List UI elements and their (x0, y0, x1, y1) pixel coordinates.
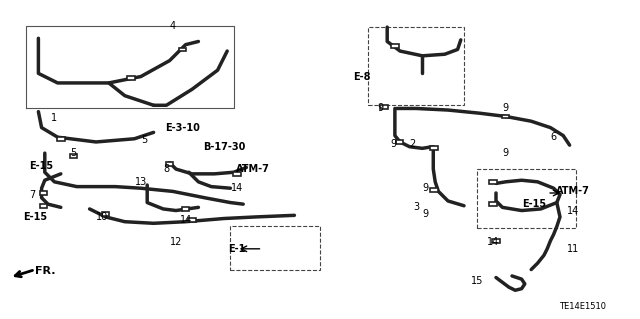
Text: ATM-7: ATM-7 (556, 186, 589, 197)
Bar (230, 226, 320, 270)
Bar (492, 239, 500, 243)
Text: 10: 10 (96, 212, 109, 222)
Bar (166, 162, 173, 166)
Text: TE14E1510: TE14E1510 (559, 302, 606, 311)
Text: E-15: E-15 (522, 199, 547, 209)
Bar (391, 44, 399, 48)
Text: 8: 8 (163, 164, 170, 174)
Text: ATM-7: ATM-7 (236, 164, 269, 174)
Bar (182, 207, 189, 211)
Bar (70, 154, 77, 158)
Text: 15: 15 (470, 276, 483, 286)
Text: B-17-30: B-17-30 (203, 142, 245, 152)
Text: 13: 13 (134, 177, 147, 187)
Text: 14: 14 (486, 237, 499, 248)
Bar (430, 146, 438, 150)
Bar (188, 218, 196, 222)
Bar (102, 212, 109, 216)
Text: 5: 5 (70, 148, 77, 158)
Bar (127, 76, 135, 80)
Text: 12: 12 (170, 237, 182, 248)
Text: 9: 9 (422, 209, 429, 219)
Bar (502, 115, 509, 118)
Bar (368, 27, 464, 105)
Bar (430, 188, 438, 192)
Text: 14: 14 (230, 183, 243, 193)
Bar (40, 204, 47, 208)
Bar (40, 191, 47, 195)
Text: 9: 9 (422, 183, 429, 193)
Text: 14: 14 (179, 215, 192, 225)
Text: 9: 9 (502, 148, 509, 158)
Text: 1: 1 (51, 113, 58, 123)
Text: E-15: E-15 (23, 212, 47, 222)
Text: 6: 6 (550, 132, 557, 142)
Bar (179, 48, 186, 51)
Text: E-3-10: E-3-10 (165, 122, 200, 133)
Text: E-15: E-15 (29, 161, 54, 171)
Bar (489, 180, 497, 184)
Bar (233, 172, 241, 176)
Bar (380, 105, 388, 109)
Text: 2: 2 (410, 138, 416, 149)
Text: 5: 5 (141, 135, 147, 145)
Text: 9: 9 (390, 138, 397, 149)
Text: 9: 9 (502, 103, 509, 114)
Text: 9: 9 (378, 103, 384, 114)
Text: 7: 7 (29, 189, 35, 200)
Text: E-8: E-8 (353, 71, 371, 82)
Text: FR.: FR. (35, 266, 56, 276)
Bar (396, 140, 403, 144)
Text: 11: 11 (566, 244, 579, 254)
Text: 14: 14 (566, 205, 579, 216)
Text: 3: 3 (413, 202, 419, 212)
Bar (489, 202, 497, 206)
Text: 4: 4 (170, 20, 176, 31)
Text: E-1: E-1 (228, 244, 246, 254)
Bar (477, 169, 576, 228)
Bar (57, 137, 65, 141)
